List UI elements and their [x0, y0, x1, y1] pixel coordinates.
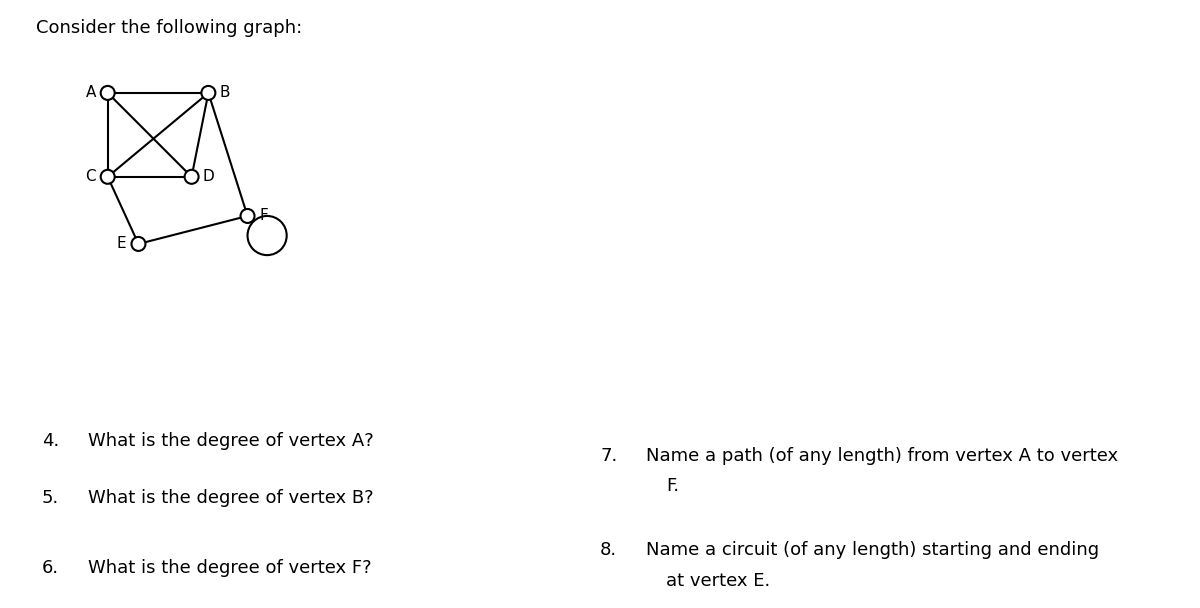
Text: What is the degree of vertex F?: What is the degree of vertex F?: [88, 559, 371, 578]
Text: at vertex E.: at vertex E.: [666, 572, 770, 590]
Text: 5.: 5.: [42, 489, 59, 508]
Text: Name a circuit (of any length) starting and ending: Name a circuit (of any length) starting …: [646, 541, 1099, 559]
Text: A: A: [85, 85, 96, 100]
Circle shape: [132, 237, 145, 251]
Text: Consider the following graph:: Consider the following graph:: [36, 19, 302, 38]
Circle shape: [202, 86, 215, 100]
Text: What is the degree of vertex A?: What is the degree of vertex A?: [88, 432, 373, 450]
Text: F: F: [260, 209, 269, 224]
Circle shape: [101, 86, 115, 100]
Text: 4.: 4.: [42, 432, 59, 450]
Text: What is the degree of vertex B?: What is the degree of vertex B?: [88, 489, 373, 508]
Text: 8.: 8.: [600, 541, 617, 559]
Text: Name a path (of any length) from vertex A to vertex: Name a path (of any length) from vertex …: [646, 447, 1117, 465]
Text: D: D: [203, 169, 215, 184]
Text: F.: F.: [666, 477, 679, 496]
Text: C: C: [85, 169, 96, 184]
Text: B: B: [220, 85, 230, 100]
Circle shape: [240, 209, 254, 223]
Text: 6.: 6.: [42, 559, 59, 578]
Text: 7.: 7.: [600, 447, 617, 465]
Circle shape: [101, 170, 115, 184]
Text: E: E: [116, 237, 126, 252]
Circle shape: [185, 170, 198, 184]
